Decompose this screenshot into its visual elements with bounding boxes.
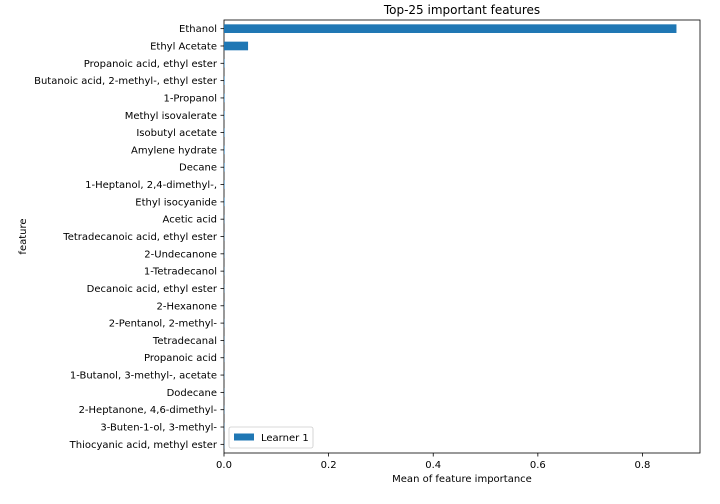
legend-swatch [234, 433, 254, 441]
y-tick-label: Ethyl Acetate [150, 41, 217, 52]
y-tick-label: 1-Heptanol, 2,4-dimethyl-, [85, 180, 217, 191]
legend: Learner 1 [228, 426, 314, 449]
y-tick-label: 3-Buten-1-ol, 3-methyl- [100, 423, 217, 434]
bar [224, 24, 677, 33]
y-tick-label: Amylene hydrate [131, 145, 217, 156]
y-tick-label: Ethanol [179, 24, 217, 35]
y-tick-label: Methyl isovalerate [125, 111, 217, 122]
x-tick-label: 0.4 [425, 460, 441, 471]
y-tick-label: Thiocyanic acid, methyl ester [69, 440, 218, 451]
bar [224, 41, 249, 51]
plot-frame [223, 19, 701, 454]
bar [224, 145, 225, 155]
y-tick-label: 2-Heptanone, 4,6-dimethyl- [79, 405, 218, 416]
y-tick-label: Dodecane [167, 388, 217, 399]
y-tick-label: Propanoic acid, ethyl ester [84, 59, 218, 70]
bar [224, 180, 225, 189]
x-tick-label: 0.8 [635, 460, 651, 471]
x-tick-label: 0.0 [216, 460, 232, 471]
bar [224, 110, 225, 120]
y-tick-label: 2-Hexanone [157, 301, 217, 312]
y-tick-label: Acetic acid [163, 215, 217, 226]
bar-group [224, 24, 677, 449]
bar [224, 93, 225, 103]
y-axis: Ethanol Ethyl Acetate Propanoic acid, ethy… [34, 24, 224, 451]
y-tick-label: Tetradecanoic acid, ethyl ester [62, 232, 218, 243]
y-tick-label: 1-Butanol, 3-methyl-, acetate [70, 371, 217, 382]
legend-box [228, 426, 314, 449]
x-axis-title: Mean of feature importance [392, 474, 532, 485]
y-tick-label: Butanoic acid, 2-methyl-, ethyl ester [34, 76, 218, 87]
bar [224, 76, 225, 85]
y-tick-label: 1-Propanol [163, 93, 217, 104]
y-tick-label: Propanoic acid [144, 353, 217, 364]
bar [224, 58, 225, 68]
x-tick-label: 0.6 [530, 460, 546, 471]
y-tick-label: Isobutyl acetate [136, 128, 217, 139]
y-tick-label: Decanoic acid, ethyl ester [87, 284, 218, 295]
y-tick-label: 1-Tetradecanol [144, 267, 217, 278]
bar [224, 197, 225, 207]
y-axis-title: feature [18, 218, 29, 254]
x-axis: 0.0 0.2 0.4 0.6 0.8 [216, 453, 650, 471]
y-tick-label: Decane [179, 163, 217, 174]
y-tick-label: 2-Undecanone [144, 249, 217, 260]
y-tick-label: Tetradecanal [152, 336, 217, 347]
chart-title: Top-25 important features [383, 3, 540, 17]
y-tick-label: Ethyl isocyanide [135, 197, 217, 208]
bar [224, 162, 225, 172]
legend-label: Learner 1 [261, 433, 309, 444]
y-tick-label: 2-Pentanol, 2-methyl- [109, 319, 218, 330]
x-tick-label: 0.2 [321, 460, 337, 471]
bar [224, 128, 225, 137]
